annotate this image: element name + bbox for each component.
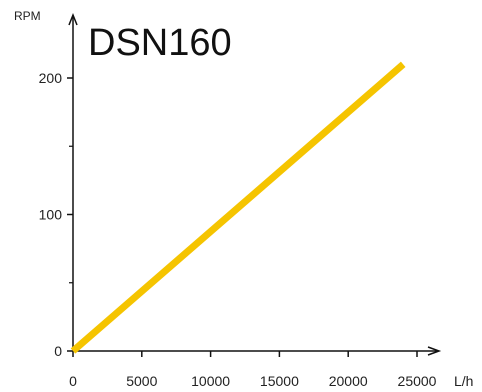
x-axis-arrowhead [427, 346, 442, 356]
y-tick-label-200: 200 [39, 70, 63, 86]
axes [68, 12, 442, 356]
x-tick-label-10000: 10000 [191, 373, 230, 389]
x-tick-label-25000: 25000 [398, 373, 437, 389]
series-line-0 [70, 61, 406, 354]
y-axis-label: RPM [14, 9, 41, 23]
series [70, 61, 406, 354]
chart-title: DSN160 [88, 22, 232, 64]
x-tick-label-15000: 15000 [260, 373, 299, 389]
x-tick-label-5000: 5000 [126, 373, 157, 389]
y-tick-label-0: 0 [54, 343, 62, 359]
y-tick-label-100: 100 [39, 207, 63, 223]
y-axis-arrowhead [68, 12, 78, 26]
ticks: 0 100 200 0 5000 10000 15000 20000 25000 [39, 70, 437, 389]
x-tick-label-20000: 20000 [329, 373, 368, 389]
x-tick-label-0: 0 [69, 373, 77, 389]
x-axis-label: L/h [454, 373, 473, 389]
